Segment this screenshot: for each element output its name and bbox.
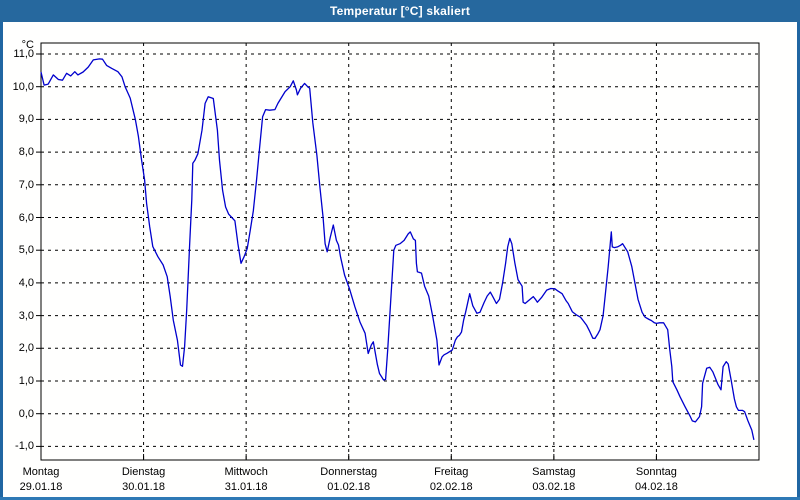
x-axis-date-label: 01.02.18: [327, 481, 371, 493]
x-axis-day-label: Freitag: [434, 466, 469, 478]
y-axis-unit-label: °C: [21, 39, 34, 51]
y-axis-tick-label: 0,0: [18, 407, 34, 420]
y-axis-tick-label: 11,0: [13, 48, 34, 60]
y-axis-tick-label: 9,0: [18, 113, 34, 126]
y-axis-tick-label: 8,0: [18, 146, 34, 159]
window-border-right: [797, 22, 800, 498]
gridlines: [41, 43, 759, 460]
y-axis-tick-label: 6,0: [18, 211, 34, 224]
x-axis-date-label: 02.02.18: [429, 481, 473, 493]
temperature-line: [40, 58, 755, 441]
x-axis-date-label: 31.01.18: [224, 481, 268, 493]
y-axis-tick-label: 1,0: [18, 375, 34, 387]
window-border-bottom: [0, 497, 800, 500]
y-axis-tick-label: 7,0: [18, 178, 34, 191]
y-axis-tick-label: 4,0: [18, 276, 34, 289]
window-title-bar: Temperatur [°C] skaliert: [0, 0, 800, 22]
plot-border: [40, 42, 760, 461]
axis-ticks: [36, 53, 760, 460]
window-title: Temperatur [°C] skaliert: [329, 4, 471, 18]
window-border-left: [0, 22, 3, 498]
x-axis-date-label: 04.02.18: [635, 481, 678, 493]
x-axis-day-label: Mittwoch: [224, 466, 268, 478]
y-axis-tick-label: 2,0: [18, 342, 34, 355]
x-axis-day-label: Samstag: [532, 466, 576, 478]
x-axis-day-label: Montag: [22, 466, 60, 478]
x-axis-date-label: 29.01.18: [19, 481, 63, 493]
x-axis-date-label: 03.02.18: [532, 481, 576, 493]
x-axis-date-label: 30.01.18: [122, 481, 165, 493]
y-axis-tick-label: 10,0: [12, 80, 34, 93]
y-axis-tick-label: 3,0: [18, 309, 34, 322]
x-axis-day-label: Donnerstag: [320, 466, 378, 478]
y-axis-tick-label: 5,0: [18, 244, 34, 257]
y-axis-tick-label: -1,0: [15, 440, 34, 453]
x-axis-day-label: Dienstag: [121, 466, 166, 478]
x-axis-day-label: Sonntag: [635, 466, 677, 478]
